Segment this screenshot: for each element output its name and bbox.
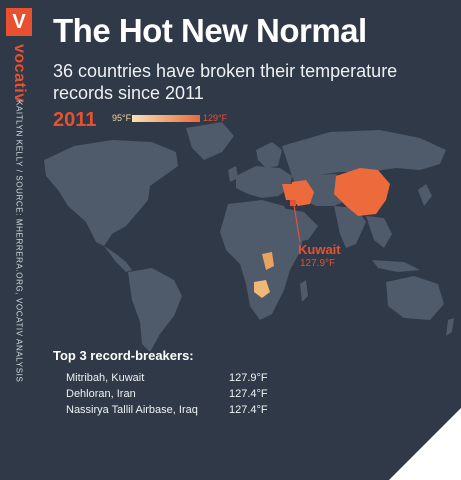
legend-min-label: 95°F (112, 113, 132, 123)
south-america-land (128, 268, 182, 352)
top3-list: Mitribah, Kuwait 127.9°F Dehloran, Iran … (66, 372, 306, 420)
list-item-place: Dehloran, Iran (66, 388, 136, 400)
list-item-place: Mitribah, Kuwait (66, 372, 145, 384)
brand-rail: V vocativ KAITLYN KELLY / SOURCE: MHERRE… (0, 0, 38, 480)
page-fold-corner (389, 408, 461, 480)
vocativ-logo-icon: V (6, 8, 32, 36)
australia-land (386, 276, 444, 320)
list-item: Dehloran, Iran 127.4°F (66, 388, 306, 404)
top3-heading: Top 3 record-breakers: (53, 348, 194, 363)
list-item-temp: 127.4°F (229, 404, 268, 416)
scandinavia-land (256, 142, 282, 168)
list-item: Mitribah, Kuwait 127.9°F (66, 372, 306, 388)
region-kuwait (290, 200, 296, 206)
region-southern-africa (254, 280, 270, 298)
indonesia-land (372, 260, 420, 272)
legend-max-label: 129°F (203, 113, 228, 123)
region-china (334, 168, 390, 216)
page-title: The Hot New Normal (53, 12, 367, 49)
legend-gradient-bar (132, 115, 200, 122)
greenland-land (186, 122, 234, 160)
region-iran (290, 180, 314, 206)
list-item-place: Nassirya Tallil Airbase, Iraq (66, 404, 198, 416)
legend-year: 2011 (53, 109, 97, 131)
list-item: Nassirya Tallil Airbase, Iraq 127.4°F (66, 404, 306, 420)
new-zealand-land (446, 318, 454, 336)
africa-land (220, 200, 304, 320)
region-central-africa (262, 252, 274, 270)
north-america-land (44, 140, 178, 246)
callout-country: Kuwait (298, 242, 341, 257)
page-subtitle: 36 countries have broken their temperatu… (53, 61, 398, 103)
region-iraq (282, 184, 296, 200)
south-asia-land (334, 206, 366, 248)
list-item-temp: 127.4°F (229, 388, 268, 400)
madagascar-land (300, 280, 308, 302)
central-america-land (104, 246, 132, 272)
uk-land (228, 166, 238, 182)
land-layer (44, 122, 454, 352)
callout-temp: 127.9°F (300, 258, 336, 269)
southeast-asia-land (366, 216, 392, 248)
record-regions (254, 168, 390, 298)
list-item-temp: 127.9°F (229, 372, 268, 384)
japan-land (418, 184, 432, 206)
russia-land (282, 130, 446, 176)
europe-land (236, 166, 292, 198)
kuwait-callout-line (293, 204, 301, 243)
